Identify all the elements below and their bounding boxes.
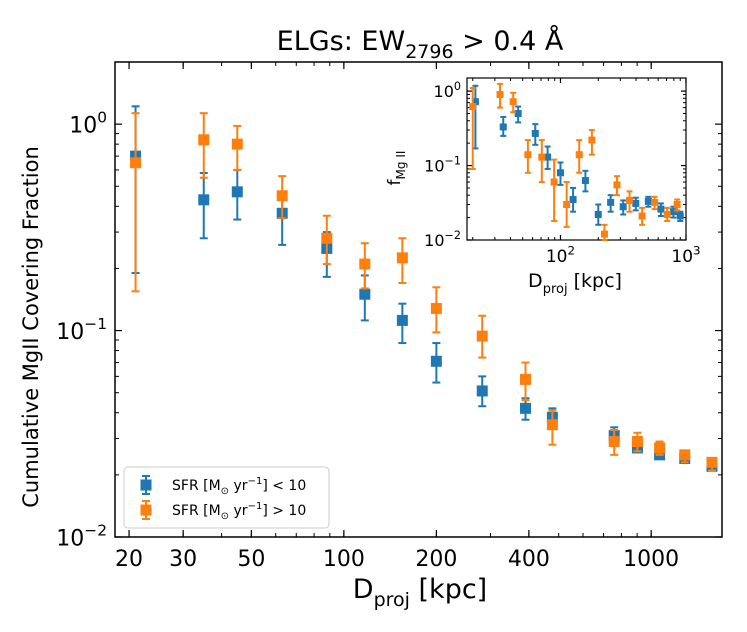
main-data-point-1: [520, 373, 532, 385]
x-label-subscript: proj: [374, 589, 410, 611]
inset-data-point-1: [575, 151, 583, 159]
main-data-point-0: [359, 288, 371, 300]
legend-marker: [140, 479, 152, 491]
inset-data-point-1: [538, 153, 546, 161]
inset-data-point-0: [514, 110, 522, 118]
title-subscript: 2796: [405, 41, 453, 63]
main-data-point-1: [321, 232, 333, 244]
inset-y-tick-label: 100: [434, 80, 461, 101]
main-data-point-1: [198, 134, 210, 146]
main-data-point-1: [546, 419, 558, 431]
main-data-point-1: [396, 252, 408, 264]
legend-frame: [123, 466, 330, 529]
inset-data-point-1: [626, 196, 634, 204]
inset-data-point-1: [509, 98, 517, 106]
main-x-tick-label: 200: [415, 547, 457, 572]
inset-data-point-1: [651, 198, 659, 206]
inset-data-point-0: [676, 212, 684, 220]
inset-plot-area: 10−2 10−1 100 102 103: [424, 77, 701, 267]
main-data-point-1: [706, 456, 718, 468]
main-data-point-1: [476, 330, 488, 342]
inset-data-point-0: [569, 195, 577, 203]
inset-data-point-0: [669, 208, 677, 216]
main-x-tick-label: 100: [323, 547, 365, 572]
main-data-point-1: [430, 302, 442, 314]
legend-entry-label: SFR [M⊙ yr−1] > 10: [172, 501, 306, 522]
main-data-point-1: [231, 138, 243, 150]
inset-data-point-1: [588, 136, 596, 144]
main-x-tick-label: 50: [237, 547, 265, 572]
chart-title: ELGs: EW2796 > 0.4 Å: [277, 25, 564, 63]
inset-data-point-1: [600, 230, 608, 238]
inset-data-point-0: [607, 198, 615, 206]
inset-x-axis-label: Dproj [kpc]: [528, 270, 622, 297]
inset-data-point-0: [657, 205, 665, 213]
inset-y-axis-label: fMg II: [385, 151, 408, 186]
main-x-tick-label: 20: [115, 547, 143, 572]
inset-data-point-0: [581, 176, 589, 184]
main-data-point-0: [476, 385, 488, 397]
inset-x-tick-label: 103: [671, 243, 700, 267]
inset-data-point-0: [619, 203, 627, 211]
inset-data-point-1: [673, 200, 681, 208]
inset-data-point-0: [632, 199, 640, 207]
inset-x-tick-label: 102: [546, 243, 575, 267]
inset-data-point-1: [469, 103, 477, 111]
legend-marker: [140, 504, 152, 516]
main-y-tick-label: 100: [69, 109, 107, 139]
inset-data-point-0: [544, 153, 552, 161]
main-data-point-1: [679, 449, 691, 461]
inset-y-tick-label: 10−1: [424, 154, 461, 175]
main-data-point-1: [276, 190, 288, 202]
inset-data-point-0: [556, 169, 564, 177]
main-data-point-1: [608, 436, 620, 448]
main-data-point-1: [130, 157, 142, 169]
main-data-point-0: [520, 402, 532, 414]
inset-frame: [466, 77, 687, 241]
x-label-tail: [kpc]: [410, 574, 487, 605]
legend: SFR [M⊙ yr−1] < 10 SFR [M⊙ yr−1] > 10: [123, 466, 330, 529]
main-x-tick-label: 30: [169, 547, 197, 572]
inset-data-point-0: [471, 98, 479, 106]
inset-data-point-1: [563, 200, 571, 208]
main-data-point-0: [231, 186, 243, 198]
y-axis-label: Cumulative MgII Covering Fraction: [19, 146, 43, 508]
inset-y-tick-label: 10−2: [424, 229, 461, 250]
inset-data-point-1: [550, 178, 558, 186]
main-plot-area: 10−2 10−1 100 20 30 50 100 200 400 1000: [56, 61, 723, 572]
main-y-tick-label: 10−1: [56, 315, 107, 345]
main-data-point-0: [396, 314, 408, 326]
inset-data-point-1: [524, 151, 532, 159]
main-data-point-0: [198, 194, 210, 206]
title-main: ELGs: EW: [277, 26, 406, 57]
inset-data-point-0: [531, 129, 539, 137]
inset-data-point-1: [496, 91, 504, 99]
inset-data-point-0: [594, 211, 602, 219]
main-y-tick-label: 10−2: [56, 521, 107, 551]
x-axis-label: Dproj [kpc]: [353, 574, 487, 611]
inset-data-point-1: [638, 212, 646, 220]
inset-data-point-1: [613, 181, 621, 189]
main-x-tick-label: 1000: [623, 547, 679, 572]
main-data-point-0: [430, 355, 442, 367]
main-data-point-1: [359, 258, 371, 270]
inset-data-point-0: [499, 123, 507, 131]
main-data-point-1: [654, 442, 666, 454]
legend-entry-label: SFR [M⊙ yr−1] < 10: [172, 476, 306, 497]
main-frame: [114, 61, 723, 538]
x-label-main: D: [353, 574, 374, 605]
main-data-point-1: [631, 436, 643, 448]
main-x-tick-label: 400: [508, 547, 550, 572]
inset-data-point-0: [644, 197, 652, 205]
title-tail: > 0.4 Å: [454, 25, 564, 57]
inset-data-point-1: [663, 211, 671, 219]
